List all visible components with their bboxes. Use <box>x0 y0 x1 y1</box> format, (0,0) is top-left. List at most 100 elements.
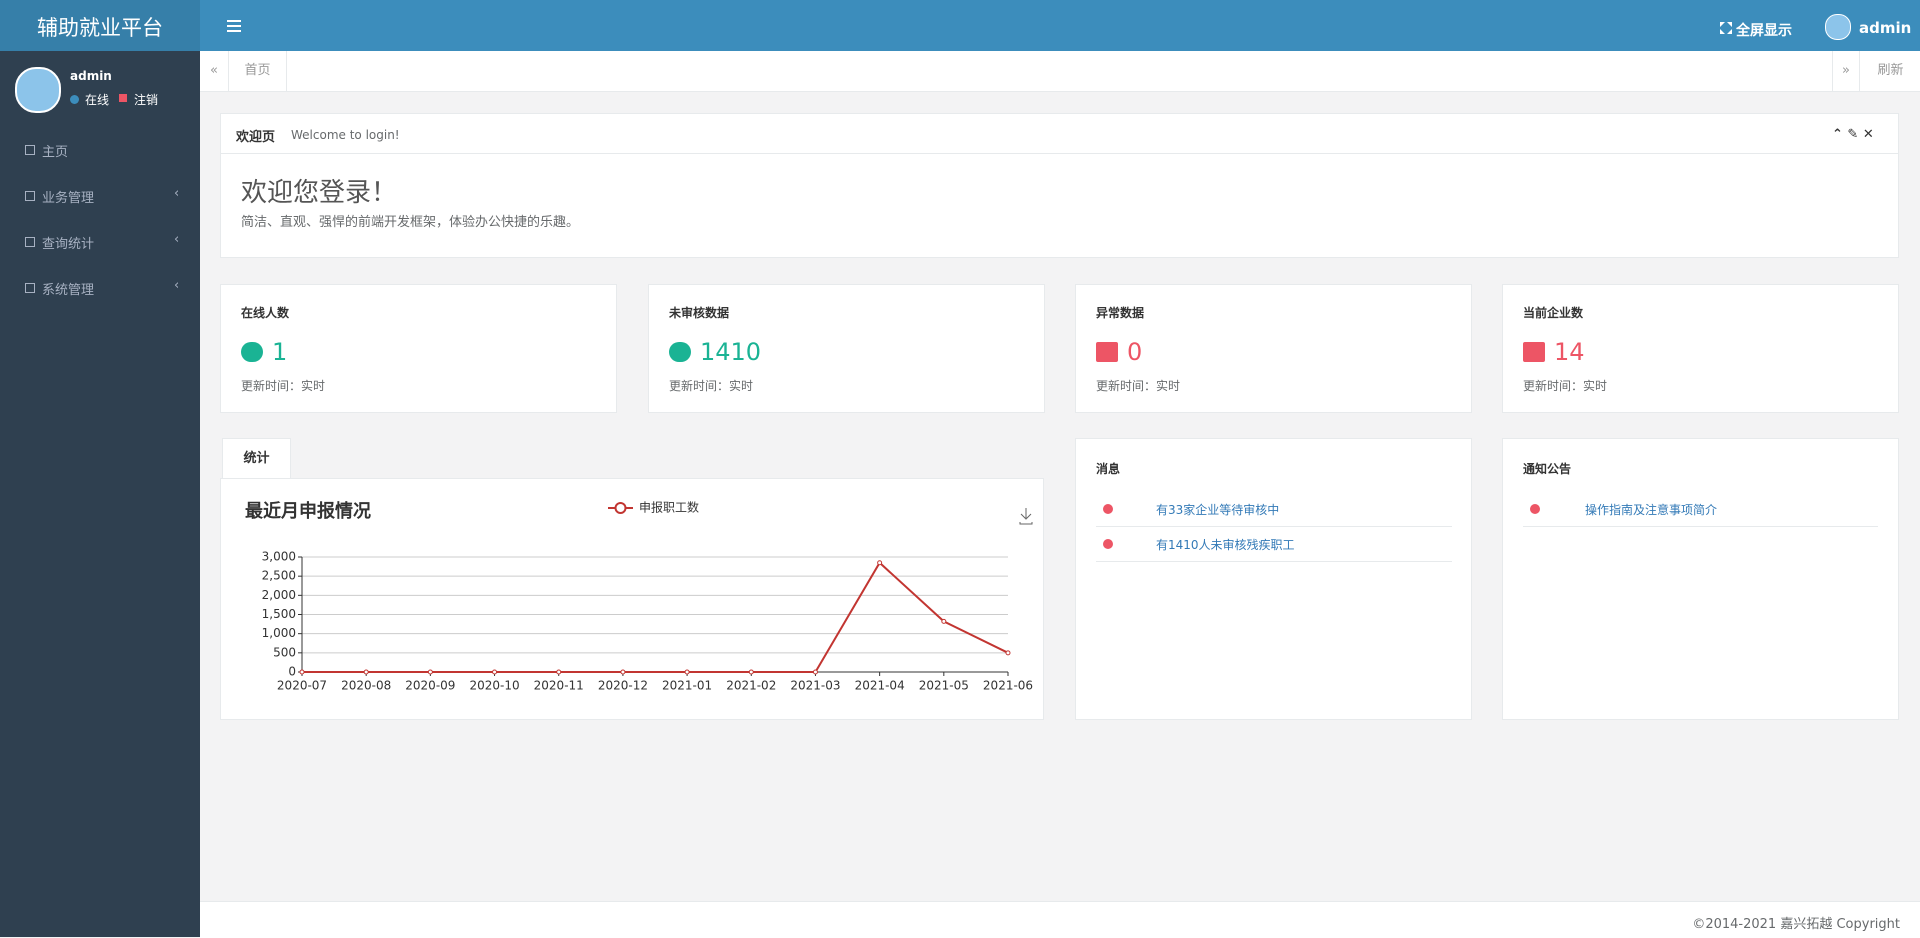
refresh[interactable]: 刷新 <box>1859 51 1920 91</box>
chart-panel <box>220 478 1044 720</box>
list-item[interactable]: 有1410人未审核残疾职工 <box>1156 538 1295 552</box>
data-point <box>748 669 754 675</box>
y-tick-label: 2,000 <box>262 588 296 602</box>
data-point <box>812 669 818 675</box>
stat-icon <box>669 342 691 362</box>
x-tick-label: 2021-04 <box>855 679 905 693</box>
x-tick-label: 2020-08 <box>341 679 391 693</box>
stat-label: 异常数据 <box>1096 306 1145 320</box>
download-icon[interactable] <box>1019 508 1033 525</box>
copyright: ©2014-2021 嘉兴拓越 Copyright <box>1692 917 1900 932</box>
menu-item[interactable]: 主页 <box>42 145 69 160</box>
list-dot <box>1530 504 1540 514</box>
footer <box>200 901 1920 938</box>
menu-item[interactable]: 系统管理 <box>42 283 95 298</box>
panel-tools[interactable]: ⌃ ✎ ✕ <box>1832 127 1874 142</box>
stat-label: 当前企业数 <box>1523 306 1584 320</box>
x-tick-label: 2020-09 <box>405 679 455 693</box>
series-line <box>302 561 1009 673</box>
stat-value: 1 <box>272 338 288 366</box>
stat-icon <box>1523 342 1545 362</box>
welcome-title: 欢迎页 <box>236 130 276 145</box>
y-tick-label: 3,000 <box>262 550 296 564</box>
x-tick-label: 2021-01 <box>662 679 712 693</box>
stat-note: 更新时间：实时 <box>241 379 326 393</box>
y-tick-label: 1,500 <box>262 607 296 621</box>
stat-card <box>1075 284 1472 413</box>
stat-value: 1410 <box>700 338 762 366</box>
list-divider <box>1523 526 1878 527</box>
status: 在线 <box>85 93 110 107</box>
stat-icon <box>241 342 263 362</box>
legend-marker <box>614 502 627 514</box>
x-tick-label: 2020-12 <box>598 679 648 693</box>
tab-bar <box>200 51 1920 92</box>
y-tick-label: 500 <box>273 645 296 659</box>
chart-tab[interactable]: 统计 <box>222 438 291 479</box>
stat-note: 更新时间：实时 <box>1523 379 1608 393</box>
stat-icon <box>1096 342 1118 362</box>
data-point <box>684 669 690 675</box>
logout-icon <box>119 94 127 102</box>
data-point <box>556 669 562 675</box>
x-tick-label: 2021-02 <box>726 679 776 693</box>
welcome-text: 简洁、直观、强悍的前端开发框架，体验办公快捷的乐趣。 <box>241 215 580 230</box>
list-dot <box>1103 504 1113 514</box>
logout[interactable]: 注销 <box>134 93 159 107</box>
chart-title: 最近月申报情况 <box>245 500 371 522</box>
tab-home[interactable]: 首页 <box>229 51 287 91</box>
data-point <box>427 669 433 675</box>
x-tick-label: 2021-06 <box>983 679 1033 693</box>
menu-arrow: ‹ <box>174 232 180 247</box>
brand[interactable]: 辅助就业平台 <box>37 16 163 40</box>
y-tick-label: 0 <box>288 665 296 679</box>
brand-bar <box>0 0 200 51</box>
list-item[interactable]: 有33家企业等待审核中 <box>1156 503 1280 517</box>
divider <box>221 153 1898 154</box>
y-tick-label: 1,000 <box>262 626 296 640</box>
welcome-panel <box>220 113 1899 258</box>
notices-panel <box>1502 438 1899 720</box>
menu-icon <box>25 145 35 155</box>
stat-note: 更新时间：实时 <box>1096 379 1181 393</box>
notices-title: 通知公告 <box>1523 462 1572 476</box>
stat-label: 未审核数据 <box>669 306 730 320</box>
menu-icon <box>25 191 35 201</box>
chart: 最近月申报情况 0 500 1,000 1,500 2,000 2,500 3,000 2020… <box>245 500 1033 693</box>
user-avatar <box>1825 14 1851 40</box>
data-point <box>363 669 369 675</box>
x-tick-label: 2020-11 <box>534 679 584 693</box>
fullscreen-button[interactable]: 全屏显示 <box>1736 23 1792 39</box>
stat-card <box>1502 284 1899 413</box>
stat-card <box>220 284 617 413</box>
data-point <box>877 560 883 566</box>
list-item[interactable]: 操作指南及注意事项简介 <box>1585 503 1718 517</box>
welcome-heading: 欢迎您登录！ <box>241 178 398 208</box>
tab-left[interactable]: « <box>200 51 229 91</box>
chart-tab-label: 统计 <box>243 451 270 466</box>
x-tick-label: 2021-05 <box>919 679 969 693</box>
messages-panel <box>1075 438 1472 720</box>
user-name[interactable]: admin <box>1859 19 1912 37</box>
tab-right[interactable]: » <box>1832 51 1859 91</box>
menu-arrow: ‹ <box>174 278 180 293</box>
messages-title: 消息 <box>1096 462 1121 476</box>
menu-item[interactable]: 业务管理 <box>42 191 95 206</box>
menu-arrow: ‹ <box>174 186 180 201</box>
stat-value: 14 <box>1554 338 1585 366</box>
sidebar-user: admin <box>70 69 112 83</box>
legend-label[interactable]: 申报职工数 <box>639 500 699 515</box>
list-divider <box>1096 561 1452 562</box>
x-tick-label: 2020-10 <box>469 679 519 693</box>
menu-icon <box>25 283 35 293</box>
menu-icon <box>25 237 35 247</box>
sidebar-avatar <box>15 67 61 113</box>
stat-value: 0 <box>1127 338 1143 366</box>
stat-note: 更新时间：实时 <box>669 379 754 393</box>
data-point <box>299 669 305 675</box>
menu-item[interactable]: 查询统计 <box>42 237 95 252</box>
data-point <box>620 669 626 675</box>
top-bar <box>200 0 1920 51</box>
menu-toggle[interactable] <box>227 20 241 32</box>
